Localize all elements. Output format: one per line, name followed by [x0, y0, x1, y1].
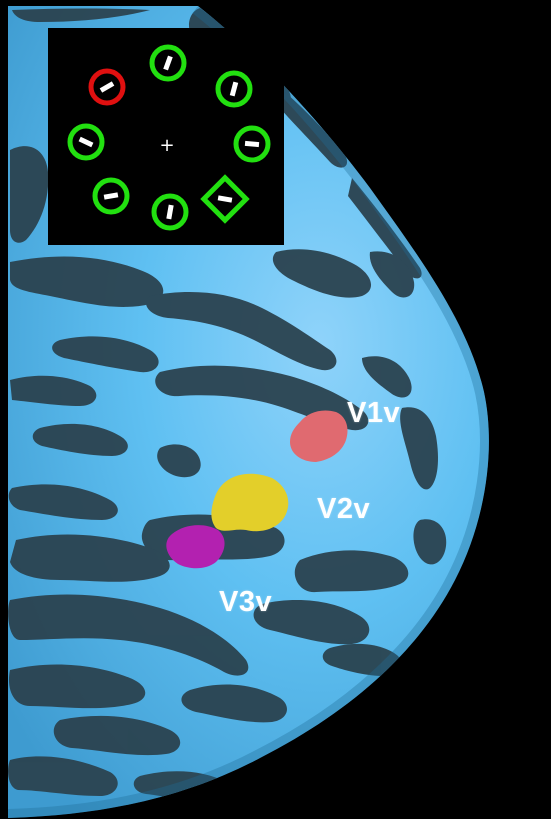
fixation-cross: + — [159, 135, 174, 156]
stimulus-inset: + — [48, 28, 284, 245]
stimulus-green-circle-left — [67, 123, 105, 161]
label-v2v: V2v — [317, 493, 371, 525]
stimulus-green-circle-top-right — [215, 70, 253, 108]
roi-v3v — [166, 525, 225, 569]
stimulus-green-circle-bottom — [151, 193, 189, 231]
stimulus-red-circle — [88, 68, 126, 106]
stimulus-green-circle-right — [233, 125, 271, 163]
label-v1v: V1v — [347, 397, 401, 429]
stimulus-green-circle-top — [149, 44, 187, 82]
stimulus-green-circle-bottom-left — [92, 177, 130, 215]
roi-v2v — [211, 473, 289, 532]
roi-blobs — [166, 410, 348, 569]
stimulus-green-diamond — [200, 174, 250, 224]
label-v3v: V3v — [219, 586, 273, 618]
roi-v1v — [290, 410, 348, 462]
